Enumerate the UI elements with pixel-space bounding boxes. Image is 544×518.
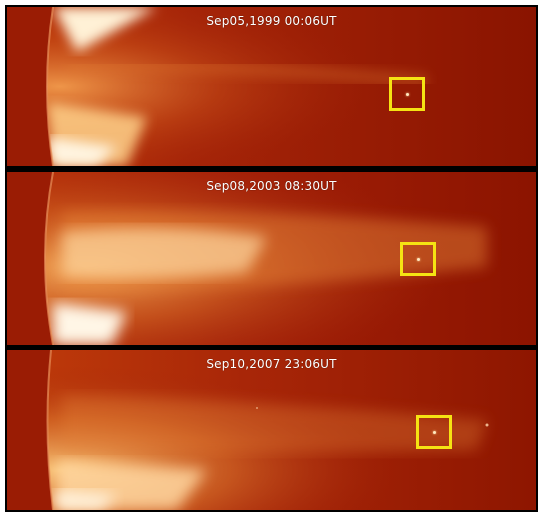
comet-marker-box: [389, 77, 425, 111]
timestamp-label: Sep08,2003 08:30UT: [206, 179, 337, 193]
comet-marker-box: [416, 415, 452, 449]
timestamp-label: Sep10,2007 23:06UT: [206, 357, 337, 371]
figure-frame: Sep05,1999 00:06UT: [5, 5, 538, 512]
comet-point: [405, 92, 409, 96]
corona-image-2003: [7, 172, 536, 345]
coronagraph-panel-2007: Sep10,2007 23:06UT: [7, 350, 536, 510]
comet-point: [416, 257, 420, 261]
timestamp-label: Sep05,1999 00:06UT: [206, 14, 337, 28]
comet-marker-box: [400, 242, 436, 276]
corona-image-2007: [7, 350, 536, 510]
coronagraph-panel-1999: Sep05,1999 00:06UT: [7, 7, 536, 166]
corona-image-1999: [7, 7, 536, 166]
coronagraph-panel-2003: Sep08,2003 08:30UT: [7, 172, 536, 345]
comet-point: [432, 430, 436, 434]
